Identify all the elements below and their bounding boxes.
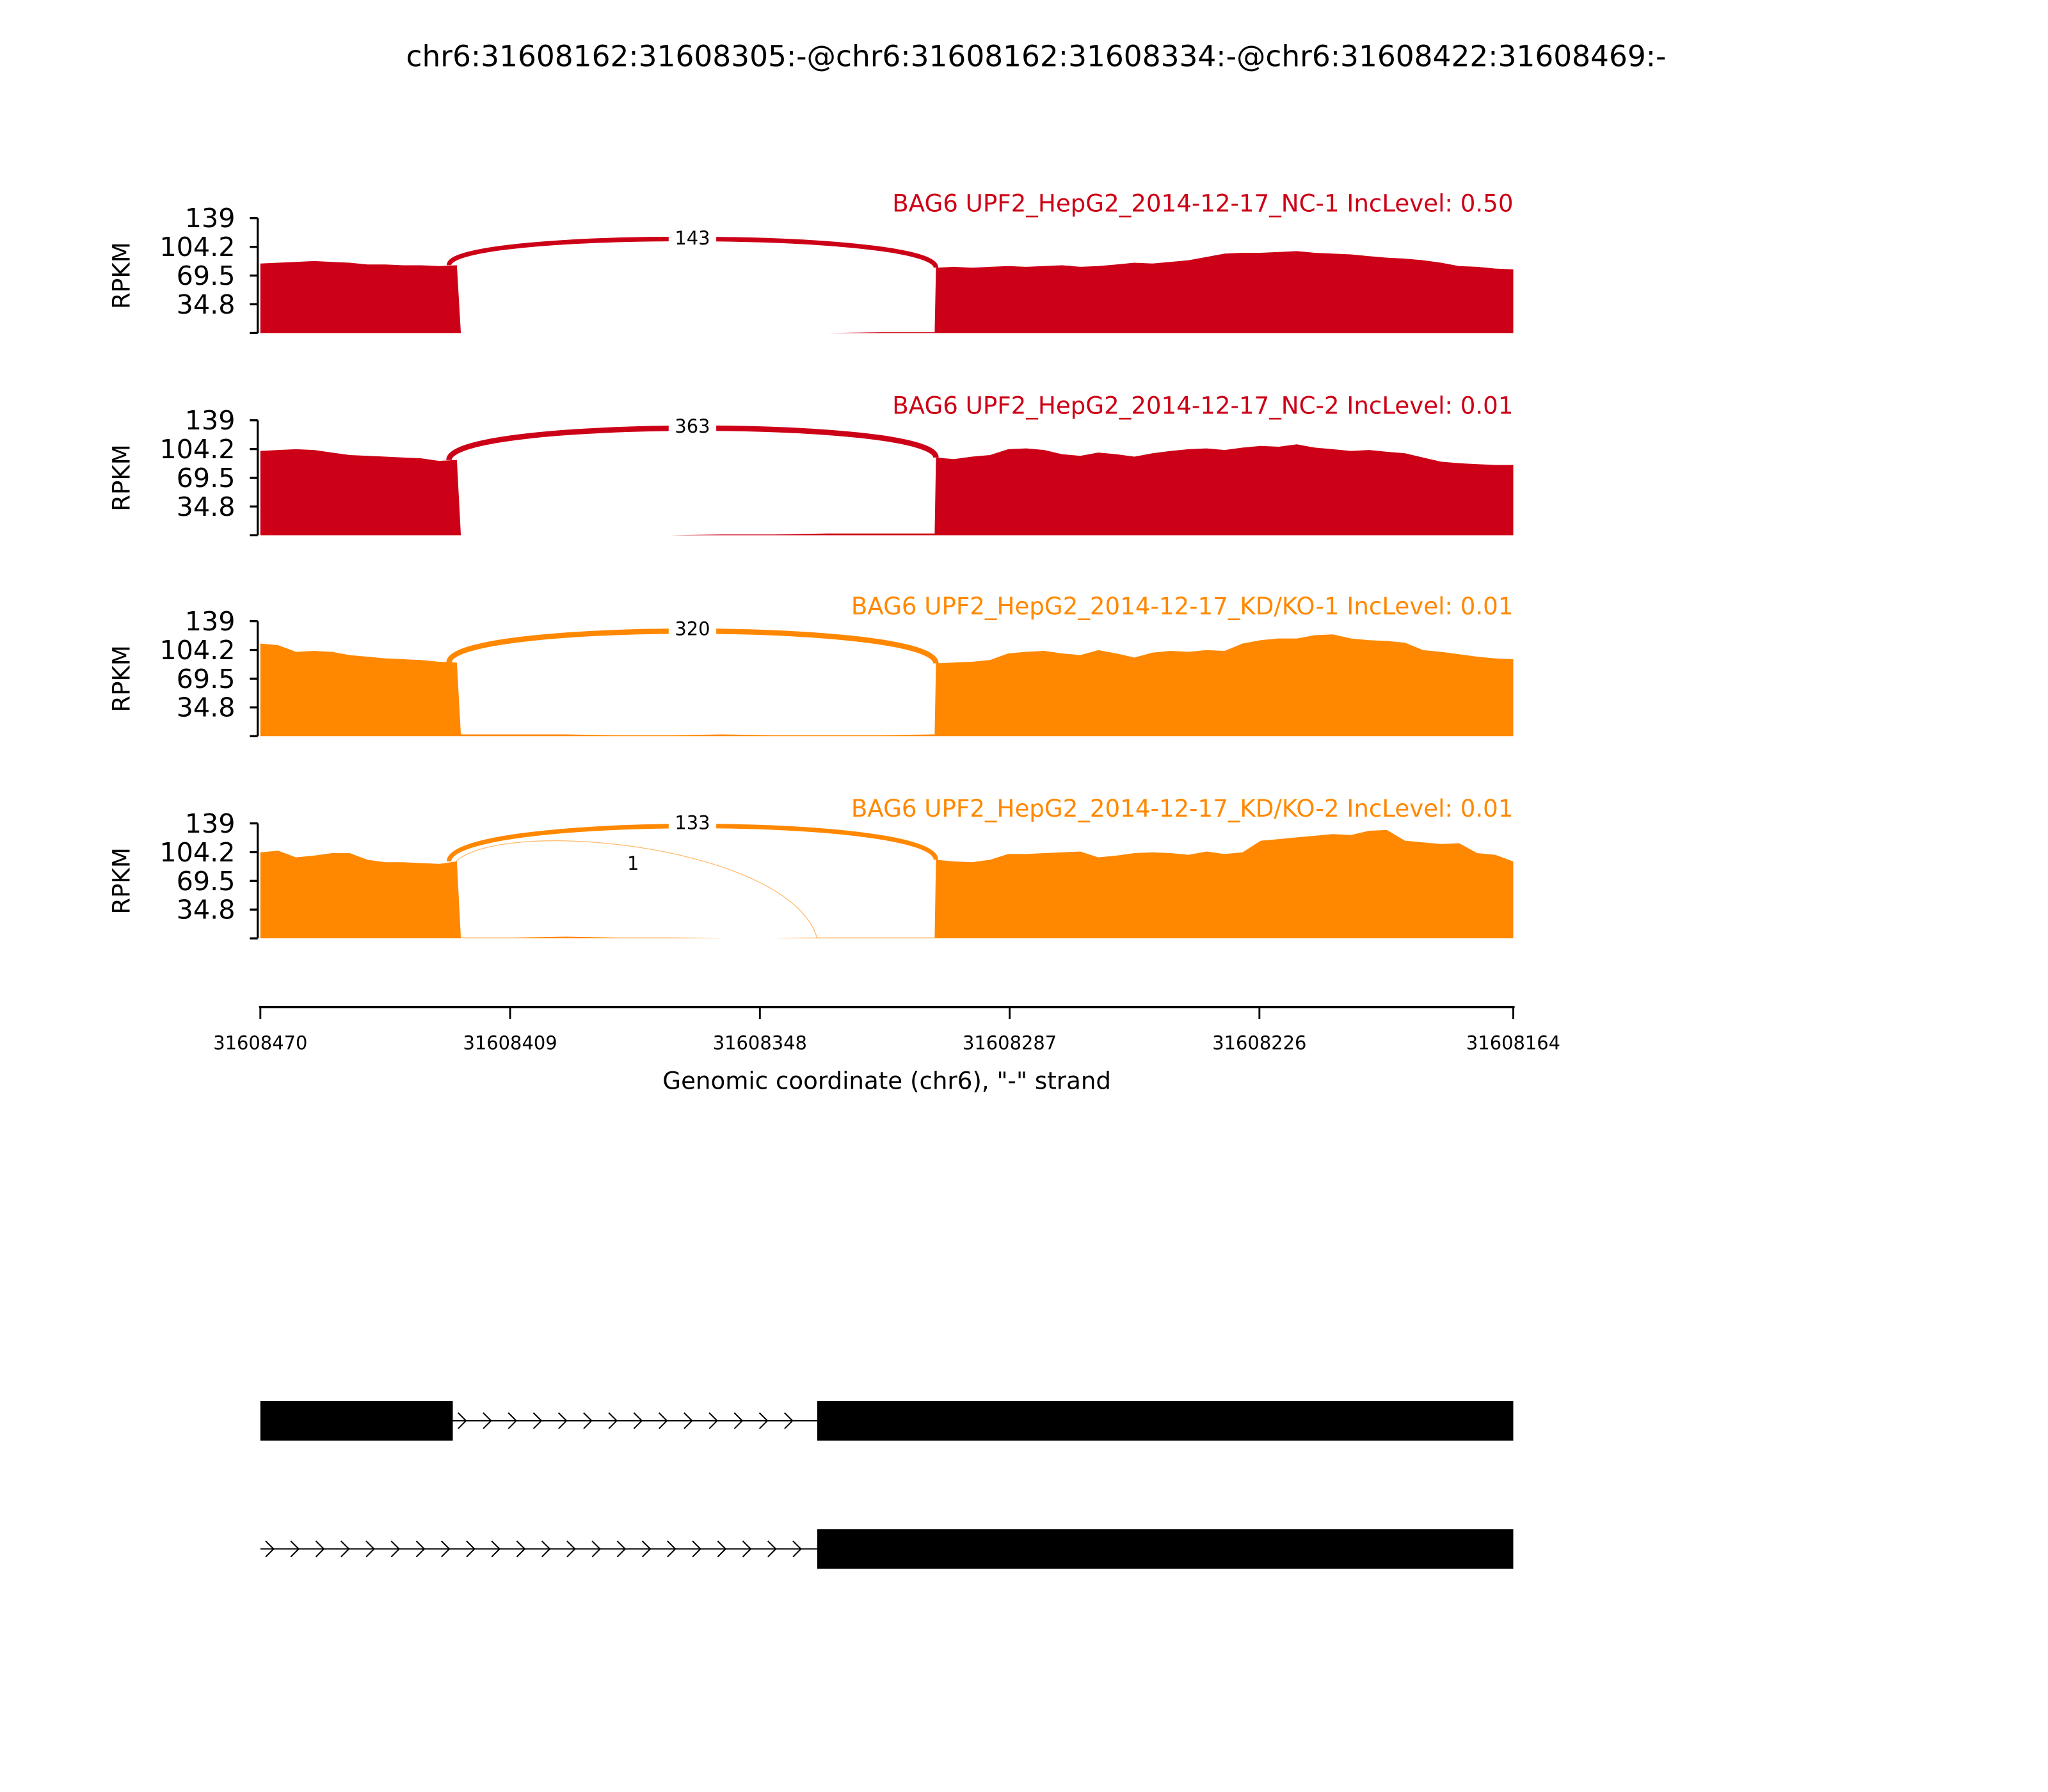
y-tick-label: 69.5: [177, 463, 236, 493]
y-axis-label: RPKM: [107, 444, 135, 511]
exon-block: [260, 1400, 453, 1441]
y-tick-label: 104.2: [159, 837, 235, 868]
y-tick-label: 104.2: [159, 635, 235, 666]
strand-arrow-icon: [440, 1540, 451, 1558]
y-tick-label: 34.8: [177, 289, 236, 320]
transcript-2: [260, 1529, 1514, 1569]
strand-arrow-icon: [365, 1540, 375, 1558]
y-tick-label: 34.8: [177, 492, 236, 522]
y-tick-label: 139: [185, 808, 236, 839]
x-tick-label: 31608348: [713, 1032, 807, 1054]
coverage-area: [260, 634, 1514, 737]
coverage-area: [260, 829, 1514, 939]
strand-arrow-icon: [516, 1540, 526, 1558]
coverage-area: [260, 444, 1514, 536]
junction-label-bg: [668, 616, 717, 639]
panel-label: BAG6 UPF2_HepG2_2014-12-17_KD/KO-2 IncLe…: [851, 794, 1514, 822]
strand-arrow-icon: [591, 1540, 601, 1558]
y-axis-label: RPKM: [107, 847, 135, 915]
strand-arrow-icon: [532, 1412, 543, 1430]
strand-arrow-icon: [458, 1412, 467, 1430]
y-tick-label: 69.5: [177, 866, 236, 897]
strand-arrow-icon: [792, 1540, 802, 1558]
y-axis-label: RPKM: [107, 645, 135, 712]
y-tick-label: 69.5: [177, 260, 236, 291]
strand-arrow-icon: [742, 1540, 752, 1558]
strand-arrow-icon: [658, 1412, 668, 1430]
strand-arrow-icon: [784, 1412, 794, 1430]
junction-arc: [455, 840, 818, 939]
strand-arrow-icon: [491, 1540, 501, 1558]
y-tick-label: 104.2: [159, 434, 235, 465]
figure-title: chr6:31608162:31608305:-@chr6:31608162:3…: [406, 39, 1667, 73]
strand-arrow-icon: [667, 1540, 676, 1558]
panel-label: BAG6 UPF2_HepG2_2014-12-17_NC-1 IncLevel…: [892, 189, 1513, 217]
junction-label-bg: [668, 225, 717, 249]
x-axis-label: Genomic coordinate (chr6), "-" strand: [662, 1067, 1111, 1095]
panel-label: BAG6 UPF2_HepG2_2014-12-17_KD/KO-1 IncLe…: [851, 592, 1514, 620]
junction-count: 133: [675, 812, 710, 833]
y-tick-label: 139: [185, 606, 236, 637]
strand-arrow-icon: [508, 1412, 518, 1430]
x-tick-label: 31608287: [963, 1032, 1057, 1054]
strand-arrow-icon: [541, 1540, 551, 1558]
strand-arrow-icon: [566, 1540, 576, 1558]
strand-arrow-icon: [557, 1412, 568, 1430]
strand-arrow-icon: [692, 1540, 701, 1558]
junction-label-bg: [609, 851, 657, 874]
x-tick-label: 31608164: [1466, 1032, 1560, 1054]
junction-label-bg: [668, 413, 717, 437]
y-tick-label: 34.8: [177, 692, 236, 723]
junction-count: 320: [675, 618, 710, 639]
strand-arrow-icon: [290, 1540, 300, 1558]
junction-label-bg: [668, 810, 717, 833]
strand-arrow-icon: [466, 1540, 476, 1558]
strand-arrow-icon: [583, 1412, 593, 1430]
strand-arrow-icon: [390, 1540, 401, 1558]
gene-model: [260, 1400, 1514, 1569]
panel-label: BAG6 UPF2_HepG2_2014-12-17_NC-2 IncLevel…: [892, 391, 1513, 419]
y-tick-label: 104.2: [159, 232, 235, 262]
strand-arrow-icon: [608, 1412, 618, 1430]
strand-arrow-icon: [265, 1540, 275, 1558]
strand-arrow-icon: [733, 1412, 744, 1430]
junction-count: 143: [675, 227, 710, 249]
strand-arrow-icon: [684, 1412, 693, 1430]
strand-arrow-icon: [708, 1412, 718, 1430]
x-axis: 31608470 31608409 31608348 31608287 31608226…: [213, 1005, 1560, 1054]
coverage-area: [260, 251, 1514, 333]
exon-block: [817, 1529, 1514, 1569]
y-axis-label: RPKM: [107, 242, 135, 309]
strand-arrow-icon: [633, 1412, 643, 1430]
y-tick-label: 139: [185, 203, 236, 234]
x-tick-label: 31608409: [463, 1032, 557, 1054]
y-tick-label: 69.5: [177, 664, 236, 694]
y-tick-label: 34.8: [177, 895, 236, 925]
strand-arrow-icon: [717, 1540, 727, 1558]
strand-arrow-icon: [616, 1540, 627, 1558]
strand-arrow-icon: [758, 1412, 769, 1430]
y-tick-label: 139: [185, 405, 236, 436]
x-tick-label: 31608470: [213, 1032, 307, 1054]
x-tick-label: 31608226: [1212, 1032, 1306, 1054]
strand-arrow-icon: [340, 1540, 350, 1558]
junction-count: 1: [627, 852, 639, 874]
strand-arrow-icon: [415, 1540, 426, 1558]
strand-arrow-icon: [767, 1540, 777, 1558]
junction-count: 363: [675, 415, 710, 437]
strand-arrow-icon: [315, 1540, 325, 1558]
transcript-1: [260, 1400, 1514, 1441]
strand-arrow-icon: [641, 1540, 652, 1558]
exon-block: [817, 1400, 1514, 1441]
strand-arrow-icon: [483, 1412, 492, 1430]
